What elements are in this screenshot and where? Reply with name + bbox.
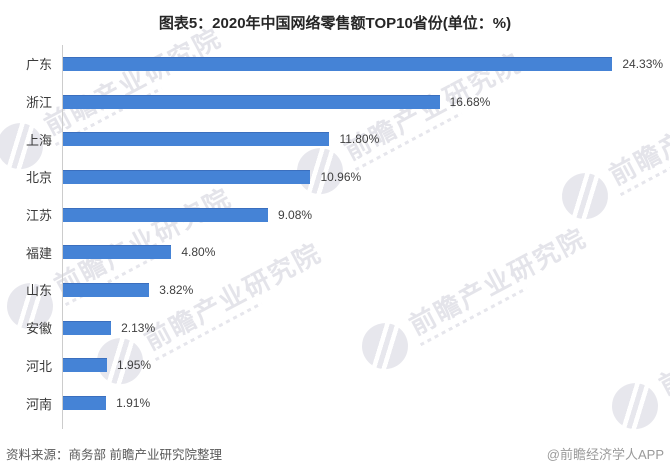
bar (63, 320, 112, 335)
bar (63, 358, 108, 373)
chart-row: 江苏 9.08% (0, 196, 670, 234)
value-label: 24.33% (622, 56, 664, 71)
category-label: 北京 (25, 170, 52, 186)
category-label: 河北 (25, 358, 52, 374)
chart-row: 广东 24.33% (0, 45, 670, 83)
bar (63, 94, 440, 109)
value-label: 10.96% (320, 169, 362, 184)
category-label: 广东 (25, 57, 52, 73)
bar (63, 282, 150, 297)
category-label: 江苏 (25, 208, 52, 224)
category-label: 浙江 (25, 95, 52, 111)
category-label: 安徽 (25, 321, 52, 337)
brand-note: @前瞻经济学人APP (546, 447, 664, 462)
bar (63, 132, 330, 147)
chart-row: 河北 1.95% (0, 347, 670, 385)
chart-row: 浙江 16.68% (0, 83, 670, 121)
value-label: 9.08% (278, 207, 313, 222)
category-label: 上海 (25, 132, 52, 148)
chart-row: 安徽 2.13% (0, 309, 670, 347)
value-label: 11.80% (339, 132, 380, 147)
bar (63, 207, 269, 222)
y-axis-line (62, 45, 63, 429)
value-label: 1.91% (116, 396, 151, 411)
value-label: 16.68% (449, 94, 491, 109)
chart-row: 北京 10.96% (0, 158, 670, 196)
chart-row: 山东 3.82% (0, 271, 670, 309)
bar (63, 245, 172, 260)
value-label: 1.95% (117, 358, 152, 373)
value-label: 4.80% (181, 245, 216, 260)
bar-chart: 广东 24.33% 浙江 16.68% 上海 11.80% 北京 10.96% 江苏 9.08% 福… (0, 45, 670, 422)
category-label: 福建 (25, 245, 52, 261)
chart-row: 福建 4.80% (0, 233, 670, 271)
source-note: 资料来源：商务部 前瞻产业研究院整理 (6, 448, 222, 462)
category-label: 山东 (25, 283, 52, 299)
chart-title: 图表5：2020年中国网络零售额TOP10省份(单位：%) (158, 15, 512, 32)
category-label: 河南 (25, 396, 52, 412)
value-label: 2.13% (121, 320, 156, 335)
bar (63, 56, 613, 71)
bar (63, 169, 311, 184)
chart-row: 河南 1.91% (0, 384, 670, 422)
value-label: 3.82% (159, 282, 194, 297)
bar (63, 396, 107, 411)
chart-row: 上海 11.80% (0, 120, 670, 158)
